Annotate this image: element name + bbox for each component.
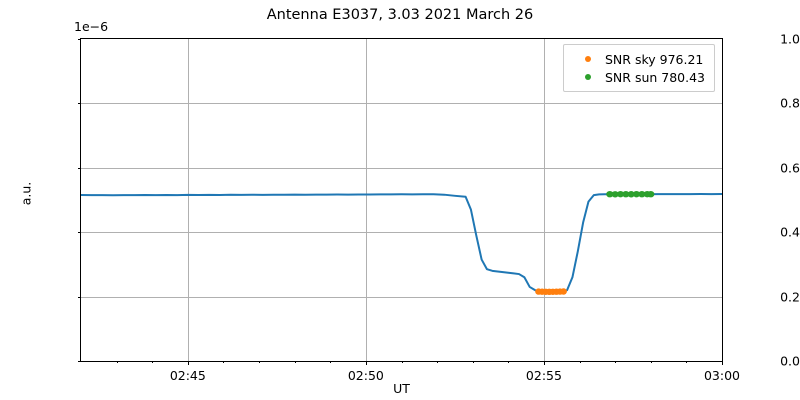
x-tick-label: 02:45 — [169, 368, 206, 383]
snr-sun-marker — [622, 191, 630, 198]
chart-title: Antenna E3037, 3.03 2021 March 26 — [266, 7, 534, 23]
x-axis-tick-minor — [330, 361, 332, 363]
x-axis-tick-minor — [472, 361, 474, 363]
gridline-horizontal — [81, 296, 722, 298]
y-axis-tick — [77, 103, 81, 105]
x-axis-tick-major — [722, 361, 723, 365]
y-tick-label: 0.4 — [780, 224, 800, 240]
x-axis-tick-minor — [152, 361, 154, 363]
x-tick-label: 03:00 — [703, 368, 741, 383]
snr-sky-marker — [560, 288, 567, 295]
y-axis-tick — [77, 232, 81, 234]
y-axis-exponent-label: 1e−6 — [74, 19, 109, 34]
plot-axes — [77, 38, 723, 365]
x-axis-tick-minor — [294, 361, 296, 363]
y-axis-tick — [77, 167, 81, 169]
snr-sun-marker — [638, 191, 646, 198]
legend-entry: SNR sun 780.43 — [571, 68, 705, 86]
legend-circle-icon — [585, 74, 591, 80]
x-axis-tick-minor — [259, 361, 261, 363]
y-axis-tick — [77, 361, 81, 362]
signal-line — [81, 193, 722, 293]
data-series-canvas — [81, 190, 722, 295]
x-axis-tick-minor — [401, 361, 403, 363]
y-tick-label: 0.8 — [780, 95, 800, 111]
y-axis-label: a.u. — [18, 181, 34, 206]
snr-sky-markers — [535, 288, 567, 295]
y-tick-label: 0.6 — [780, 160, 800, 176]
x-axis-tick-minor — [579, 361, 581, 363]
gridline-horizontal — [81, 232, 722, 234]
x-axis-tick-minor — [615, 361, 617, 363]
legend-marker-cell — [571, 74, 605, 80]
gridline-horizontal — [81, 103, 722, 105]
x-axis-tick-minor — [650, 361, 652, 363]
y-axis-tick — [77, 39, 81, 40]
snr-sun-marker — [632, 190, 641, 198]
snr-sun-markers — [606, 190, 655, 198]
y-tick-label: 0.0 — [780, 353, 800, 369]
x-axis-tick-minor — [686, 361, 688, 363]
snr-sun-marker — [616, 190, 625, 198]
x-tick-label: 02:55 — [525, 368, 562, 383]
legend-entry: SNR sky 976.21 — [571, 50, 705, 68]
x-axis-tick-minor — [508, 361, 510, 363]
x-axis-label: UT — [393, 381, 410, 396]
legend-marker-cell — [571, 56, 605, 62]
y-axis-tick — [77, 296, 81, 298]
x-axis-tick-major — [187, 361, 189, 365]
snr-sun-marker — [611, 191, 619, 198]
gridline-horizontal — [81, 167, 722, 169]
snr-sun-marker — [647, 191, 655, 198]
gridline-vertical — [543, 39, 545, 361]
chart-legend: SNR sky 976.21 SNR sun 780.43 — [563, 44, 716, 92]
snr-sun-marker — [627, 191, 635, 198]
legend-circle-icon — [585, 56, 591, 62]
legend-label: SNR sky 976.21 — [605, 51, 704, 67]
x-tick-label: 02:50 — [347, 368, 384, 383]
x-axis-tick-minor — [116, 361, 118, 363]
x-axis-tick-minor — [223, 361, 225, 363]
gridline-vertical — [187, 39, 189, 361]
snr-sun-marker — [606, 191, 614, 198]
x-axis-tick-major — [543, 361, 545, 365]
y-tick-label: 0.2 — [780, 289, 800, 305]
x-axis-tick-minor — [437, 361, 439, 363]
y-tick-label: 1.0 — [780, 31, 800, 47]
gridline-vertical — [365, 39, 367, 361]
x-axis-tick-major — [365, 361, 367, 365]
plot-area — [81, 39, 722, 361]
legend-label: SNR sun 780.43 — [605, 69, 706, 85]
